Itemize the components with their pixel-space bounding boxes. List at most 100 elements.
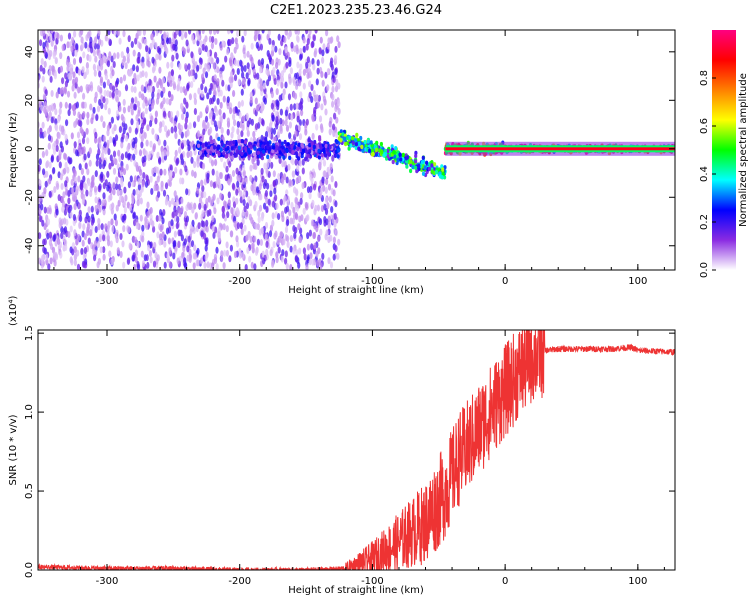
spectrogram-cell [253, 146, 257, 151]
spectrogram-cell [337, 41, 341, 49]
spectrogram-cell [312, 144, 316, 150]
spectrogram-cell [57, 132, 61, 140]
spectrogram-cell [186, 151, 190, 159]
spectrogram-cell [317, 148, 321, 154]
spectrogram-cell [102, 246, 106, 254]
spectrogram-cell [324, 153, 328, 158]
spectrogram-x-axis: -300 -200 -100 0 100 [53, 30, 665, 287]
spectrogram-cell [354, 142, 358, 147]
spectrogram-cell [91, 40, 95, 48]
spectrogram-cell [140, 135, 144, 143]
spectrogram-cell [133, 175, 138, 183]
spectrogram-cell [271, 44, 275, 52]
spectrogram-cell [82, 51, 86, 59]
spectrogram-cell [193, 92, 197, 100]
spectrogram-cell [257, 210, 261, 217]
spectrogram-cell [81, 137, 86, 145]
spectrogram-cell [213, 145, 217, 150]
spectrogram-cell [216, 149, 220, 154]
spectrogram-cell [345, 135, 349, 141]
spectrogram-cell [196, 130, 200, 138]
spectrogram-cell [73, 229, 77, 237]
spectrogram-cell [109, 154, 113, 162]
spectrogram-cell [180, 158, 185, 166]
x-tick-label: 0 [502, 576, 508, 587]
spectrogram-cell [176, 216, 180, 223]
spectrogram-cell [182, 245, 186, 253]
spectrogram-cell [136, 241, 140, 249]
spectrogram-cell [43, 101, 48, 109]
spectrogram-cell [60, 196, 65, 204]
spectrogram-cell [48, 207, 52, 215]
spectrogram-cell [142, 101, 146, 109]
spectrogram-cell [83, 101, 87, 109]
spectrogram-cell [93, 185, 98, 193]
spectrogram-cell [64, 72, 68, 80]
spectrogram-cell [305, 215, 309, 223]
spectrogram-cell [102, 234, 106, 242]
spectrogram-cell [51, 104, 55, 112]
spectrogram-cell [234, 141, 238, 147]
spectrogram-cell [61, 44, 65, 52]
spectrogram-cell [305, 264, 309, 270]
spectrogram-cell [167, 129, 171, 137]
spectrogram-cell [283, 36, 287, 44]
spectrogram-cell [82, 92, 86, 100]
spectrogram-cell [198, 150, 202, 156]
spectrogram-cell [53, 72, 58, 80]
spectrogram-cell [260, 118, 264, 126]
spectrogram-cell [262, 82, 267, 90]
spectrogram-cell [295, 177, 299, 185]
spectrogram-cell [135, 188, 139, 196]
spectrogram-cell [244, 146, 248, 151]
spectrogram-cell [183, 257, 187, 265]
spectrogram-cell [241, 124, 245, 132]
spectrogram-cell [230, 207, 234, 215]
spectrogram-cell [369, 140, 373, 145]
spectrogram-cell [56, 32, 60, 40]
spectrogram-cell [321, 79, 325, 87]
spectrogram-cell [430, 163, 434, 168]
spectrogram-cell [38, 232, 42, 240]
spectrogram-cell [283, 139, 287, 145]
spectrogram-cell [277, 33, 281, 41]
spectrogram-cell [399, 157, 403, 162]
spectrogram-cell [254, 123, 259, 131]
spectrogram-cell [275, 256, 279, 264]
spectrogram-cell [174, 132, 178, 140]
spectrogram-cell [141, 36, 145, 44]
spectrogram-cell [218, 183, 222, 191]
spectrogram-cell [108, 91, 112, 98]
spectrogram-cell [315, 94, 319, 102]
spectrogram-cell [164, 125, 168, 133]
spectrogram-cell [106, 139, 110, 147]
spectrogram-cell [191, 206, 195, 214]
spectrogram-cell [88, 159, 92, 167]
spectrogram-cell [249, 199, 253, 207]
spectrogram-cell [57, 194, 61, 202]
spectrogram-cell [118, 126, 122, 133]
spectrogram-cell [414, 153, 418, 159]
spectrogram-cell [126, 46, 130, 54]
spectrogram-cell [308, 258, 312, 266]
spectrogram-cell [281, 160, 285, 168]
spectrogram-cell [260, 152, 264, 158]
spectrogram-cell [238, 150, 242, 155]
spectrogram-cell [107, 148, 111, 156]
spectrogram-cell [327, 236, 331, 244]
spectrogram-cell [168, 247, 172, 255]
spectrogram-cell [98, 142, 102, 150]
spectrogram-cell [111, 225, 115, 233]
spectrogram-cell [275, 88, 279, 96]
carrier-core [445, 147, 675, 151]
spectrogram-cell [198, 202, 202, 210]
spectrogram-cell [220, 127, 224, 134]
spectrogram-cell [206, 148, 210, 153]
snr-y-label: SNR (10 * v/v) [8, 414, 19, 485]
spectrogram-cell [145, 175, 149, 182]
spectrogram-cell [288, 179, 292, 187]
spectrogram-cell [112, 85, 116, 93]
spectrogram-cell [156, 231, 160, 239]
spectrogram-cell [149, 256, 153, 264]
